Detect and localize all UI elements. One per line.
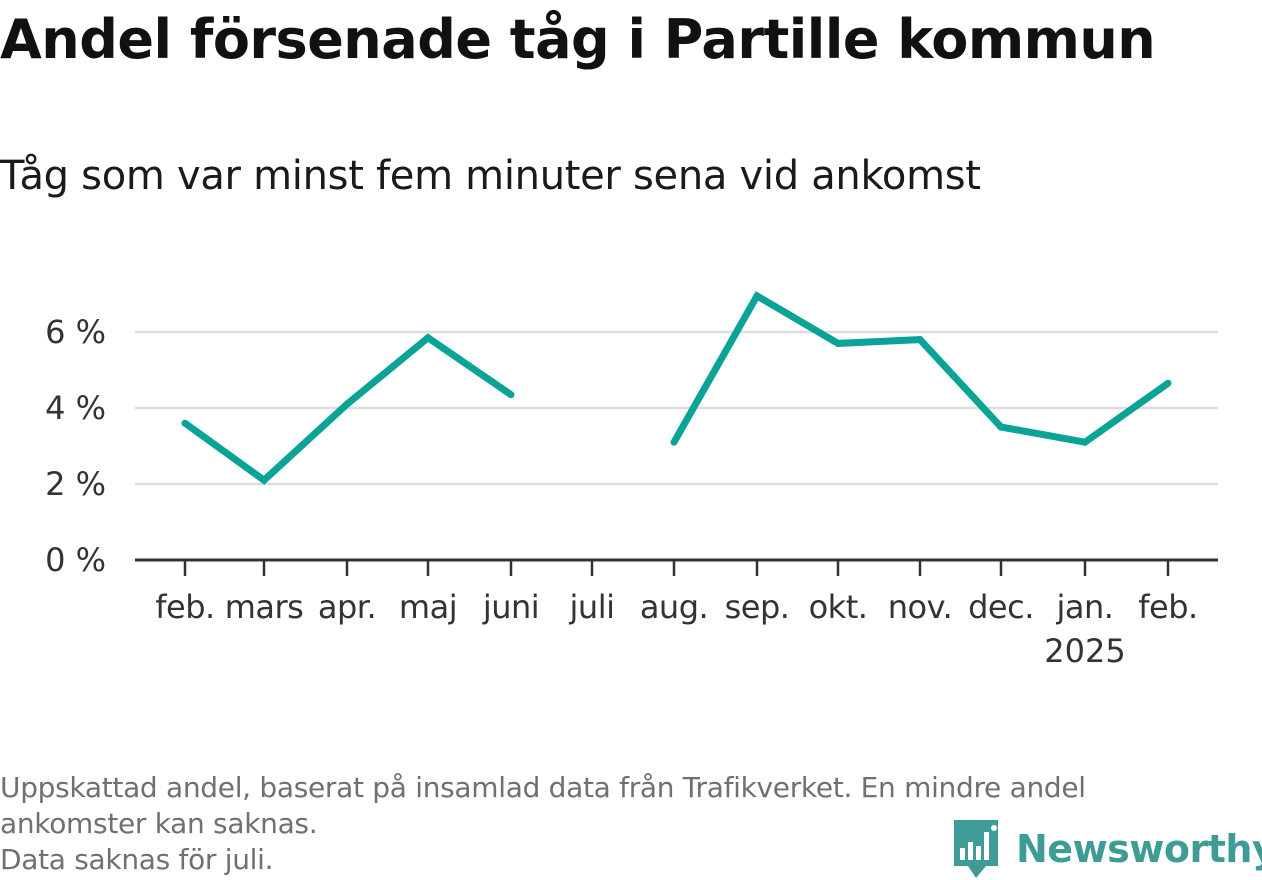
- data-point: [670, 438, 678, 446]
- data-point: [181, 419, 189, 427]
- x-tick-label: okt.: [809, 588, 868, 626]
- chart-subtitle: Tåg som var minst fem minuter sena vid a…: [0, 153, 981, 199]
- x-tick-label: apr.: [318, 588, 376, 626]
- x-tick-label: sep.: [725, 588, 790, 626]
- x-tick-label: juni: [482, 588, 539, 626]
- footnote-line-1: Uppskattad andel, baserat på insamlad da…: [0, 771, 1086, 804]
- data-point: [753, 292, 761, 300]
- x-tick-label: maj: [399, 588, 457, 626]
- newsworthy-logo: Newsworthy: [950, 818, 1262, 880]
- y-tick-label: 2 %: [45, 465, 106, 503]
- series-lines: [181, 291, 1172, 485]
- x-tick-label: mars: [225, 588, 304, 626]
- data-point: [1164, 379, 1172, 387]
- y-tick-label: 4 %: [45, 389, 106, 427]
- data-point: [916, 336, 924, 344]
- y-axis-labels: 0 % 2 % 4 % 6 %: [45, 313, 106, 579]
- x-year-label: 2025: [1044, 632, 1125, 670]
- data-point: [260, 476, 268, 484]
- footnote-line-2: ankomster kan saknas.: [0, 807, 318, 840]
- data-point: [424, 334, 432, 342]
- x-tick-label: nov.: [888, 588, 952, 626]
- footnote-line-3: Data saknas för juli.: [0, 843, 274, 876]
- data-point: [1081, 438, 1089, 446]
- x-tick-label: juli: [569, 588, 615, 626]
- x-tick-label: aug.: [640, 588, 708, 626]
- x-axis: [135, 558, 1218, 576]
- gridlines: [135, 330, 1218, 486]
- newsworthy-logo-icon: [954, 820, 998, 878]
- x-tick-label: feb.: [1138, 588, 1197, 626]
- x-tick-label: jan.: [1056, 588, 1114, 626]
- line-chart: 0 % 2 % 4 % 6 % feb. mars apr. maj juni juli aug.…: [45, 291, 1218, 670]
- x-tick-label: feb.: [155, 588, 214, 626]
- x-axis-labels: feb. mars apr. maj juni juli aug. sep. okt. nov. d…: [155, 588, 1198, 670]
- data-point: [997, 423, 1005, 431]
- y-tick-label: 0 %: [45, 541, 106, 579]
- data-point: [343, 400, 351, 408]
- footnote: Uppskattad andel, baserat på insamlad da…: [0, 770, 1250, 878]
- y-tick-label: 6 %: [45, 313, 106, 351]
- x-tick-label: dec.: [968, 588, 1034, 626]
- chart-title: Andel försenade tåg i Partille kommun: [0, 8, 1156, 71]
- logo-text: Newsworthy: [1016, 827, 1262, 871]
- data-point: [507, 391, 515, 399]
- series-line-segment: [670, 291, 1171, 446]
- data-point: [834, 339, 842, 347]
